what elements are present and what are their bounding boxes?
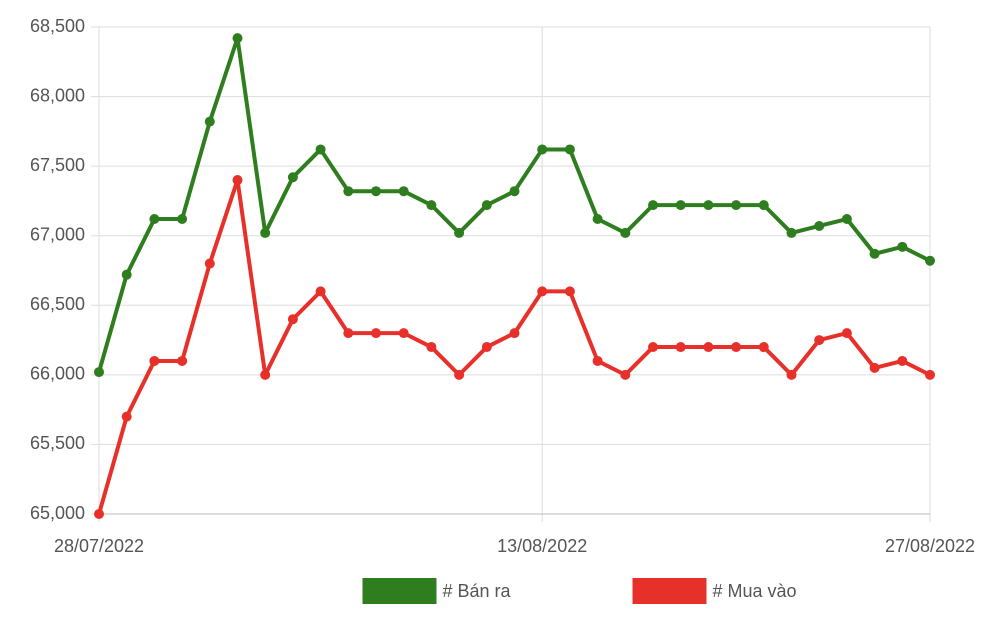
legend-swatch [632,578,707,604]
legend-label: # Mua vào [713,581,797,601]
point [675,200,686,211]
point [620,369,631,380]
point [841,328,852,339]
point [232,33,243,44]
point [648,342,658,353]
point [204,258,215,269]
point [371,328,381,339]
point [94,367,104,378]
point [343,328,354,339]
point [260,369,271,380]
point [287,314,298,325]
point [343,186,354,197]
point [94,509,104,519]
point [869,248,880,259]
y-tick-label: 65,000 [30,503,85,523]
point [620,227,631,238]
point [703,200,714,211]
point [703,342,714,353]
legend-label: # Bán ra [443,581,512,601]
point [177,355,188,366]
point [121,411,132,422]
point [260,227,271,238]
point [177,214,188,225]
y-tick-label: 67,500 [30,155,85,175]
point [648,200,658,211]
point [758,342,769,353]
point [121,269,132,280]
point [537,144,548,155]
point [786,227,797,238]
point [232,175,243,186]
point [564,144,575,155]
point [149,355,160,366]
point [426,342,437,353]
point [925,369,935,380]
point [592,214,603,225]
point [371,186,381,197]
y-tick-label: 65,500 [30,433,85,453]
point [675,342,686,353]
point [315,144,326,155]
y-tick-label: 66,500 [30,294,85,314]
point [592,355,603,366]
point [841,214,852,225]
point [509,328,520,339]
point [204,116,215,127]
point [897,355,908,366]
point [814,220,825,231]
point [509,186,520,197]
point [814,335,825,346]
x-tick-label: 28/07/2022 [54,536,144,556]
point [454,227,465,238]
point [481,200,492,211]
point [481,342,492,353]
point [869,362,880,373]
point [564,286,575,297]
x-tick-label: 13/08/2022 [497,536,587,556]
legend-swatch [362,578,437,604]
point [426,200,437,211]
point [398,186,409,197]
point [537,286,548,297]
y-tick-label: 67,000 [30,224,85,244]
point [925,255,935,266]
point [398,328,409,339]
point [758,200,769,211]
y-tick-label: 68,500 [30,16,85,36]
point [731,342,742,353]
x-tick-label: 27/08/2022 [885,536,975,556]
point [287,172,298,183]
point [454,369,465,380]
y-tick-label: 66,000 [30,364,85,384]
series-line [97,36,931,373]
point [786,369,797,380]
point [731,200,742,211]
point [149,214,160,225]
y-tick-label: 68,000 [30,85,85,105]
point [897,241,908,252]
point [315,286,326,297]
